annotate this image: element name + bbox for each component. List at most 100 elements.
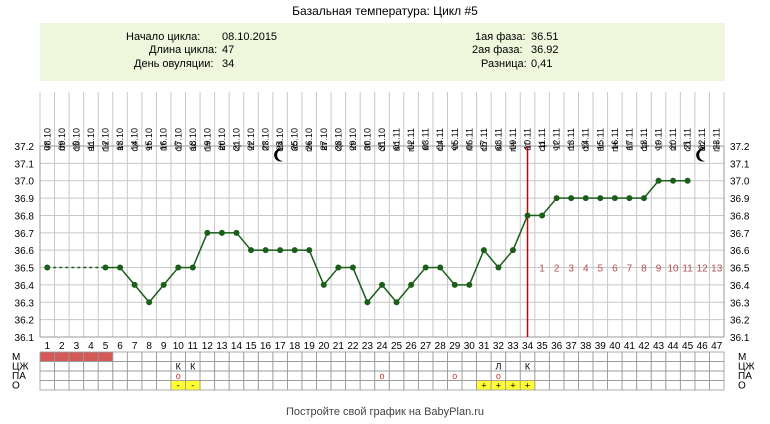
marker-cell (650, 370, 667, 381)
temperature-point (44, 264, 51, 271)
temperature-point (160, 281, 167, 288)
temperature-segment (410, 267, 427, 286)
y-tick-label-right: 36.5 (730, 264, 750, 275)
day-number-label: 32 (493, 341, 505, 352)
weekday-label: вс (595, 142, 605, 152)
phase2-day-number: 10 (668, 264, 680, 275)
marker-cell (548, 351, 565, 362)
marker-cell (476, 361, 492, 372)
marker-cell (54, 370, 70, 381)
marker-cell (97, 351, 114, 362)
temperature-point (422, 264, 429, 271)
temperature-segment (512, 215, 529, 251)
phase2-day-number: 3 (568, 264, 574, 275)
marker-cell (650, 361, 667, 372)
marker-cell (287, 351, 303, 362)
marker-cell (665, 361, 681, 372)
marker-symbol: К (190, 362, 196, 372)
day-number-label: 24 (376, 341, 388, 352)
marker-cell (650, 380, 667, 391)
temperature-segment (439, 267, 456, 286)
marker-cell (301, 361, 317, 372)
weekday-label: пт (566, 142, 576, 151)
marker-cell (83, 351, 99, 362)
marker-cell (694, 370, 710, 381)
temperature-segment (163, 267, 179, 286)
day-number-label: 6 (117, 341, 123, 352)
day-number-label: 46 (697, 341, 709, 352)
temperature-point (102, 264, 109, 271)
phase2-day-number: 4 (583, 264, 589, 275)
weekday-label: ср (333, 142, 343, 152)
marker-cell (301, 370, 317, 381)
marker-cell (563, 380, 579, 391)
marker-cell (316, 361, 332, 372)
date-label: 21.10 (231, 128, 241, 151)
marker-cell (709, 370, 725, 381)
temperature-point (437, 264, 444, 271)
weekday-label: вт (217, 142, 227, 151)
marker-cell (185, 370, 201, 381)
day-number-label: 35 (537, 341, 549, 352)
marker-cell (388, 370, 405, 381)
marker-cell (170, 351, 186, 362)
marker-cell (68, 370, 85, 381)
weekday-label: ср (231, 142, 241, 152)
temperature-point (393, 299, 400, 306)
marker-cell (126, 380, 143, 391)
y-tick-label-right: 37.1 (730, 159, 750, 170)
temperature-point (582, 195, 589, 202)
day-number-label: 25 (391, 341, 403, 352)
marker-cell (548, 370, 565, 381)
marker-cell (417, 370, 434, 381)
marker-cell (417, 380, 434, 391)
marker-symbol: + (510, 381, 515, 391)
marker-cell (447, 351, 463, 362)
marker-cell (330, 351, 347, 362)
temperature-segment (235, 232, 252, 251)
day-number-label: 1 (44, 341, 50, 352)
day-number-label: 11 (188, 341, 199, 352)
marker-cell (607, 380, 623, 391)
marker-cell (257, 370, 274, 381)
weekday-label: пт (57, 142, 67, 151)
cycle-start-value: 08.10.2015 (222, 31, 278, 43)
day-number-label: 14 (231, 341, 243, 352)
marker-cell (607, 351, 623, 362)
weekday-label: ср (537, 142, 547, 152)
phase2-day-number: 5 (598, 264, 604, 275)
temperature-point (611, 195, 618, 202)
marker-cell (694, 361, 710, 372)
marker-cell (461, 351, 477, 362)
footer-link-text[interactable]: Постройте свой график на BabyPlan.ru (285, 406, 485, 418)
date-label: 05.11 (450, 128, 460, 150)
y-tick-label-left: 36.7 (15, 229, 35, 240)
marker-cell (417, 351, 434, 362)
marker-cell (592, 361, 608, 372)
temperature-segment (308, 249, 325, 286)
marker-cell (636, 370, 652, 381)
marker-cell (592, 380, 608, 391)
date-label: 12.10 (100, 128, 110, 151)
marker-cell (476, 351, 492, 362)
marker-cell (359, 370, 376, 381)
marker-cell (316, 370, 332, 381)
marker-cell (156, 380, 172, 391)
temperature-point (291, 247, 298, 254)
weekday-label: чт (348, 142, 358, 151)
marker-symbol: К (176, 362, 182, 372)
marker-cell (287, 380, 303, 391)
date-label: 04.11 (435, 128, 445, 150)
date-label: 16.10 (159, 128, 169, 151)
day-number-label: 13 (216, 341, 228, 352)
temperature-point (364, 299, 371, 306)
marker-cell (505, 370, 521, 381)
temperature-point (175, 264, 182, 271)
marker-cell (141, 380, 157, 391)
date-label: 18.10 (188, 128, 198, 151)
marker-cell (403, 351, 419, 362)
day-number-label: 3 (74, 341, 80, 352)
y-tick-label-left: 37.2 (15, 142, 35, 153)
marker-symbol: - (177, 381, 180, 391)
